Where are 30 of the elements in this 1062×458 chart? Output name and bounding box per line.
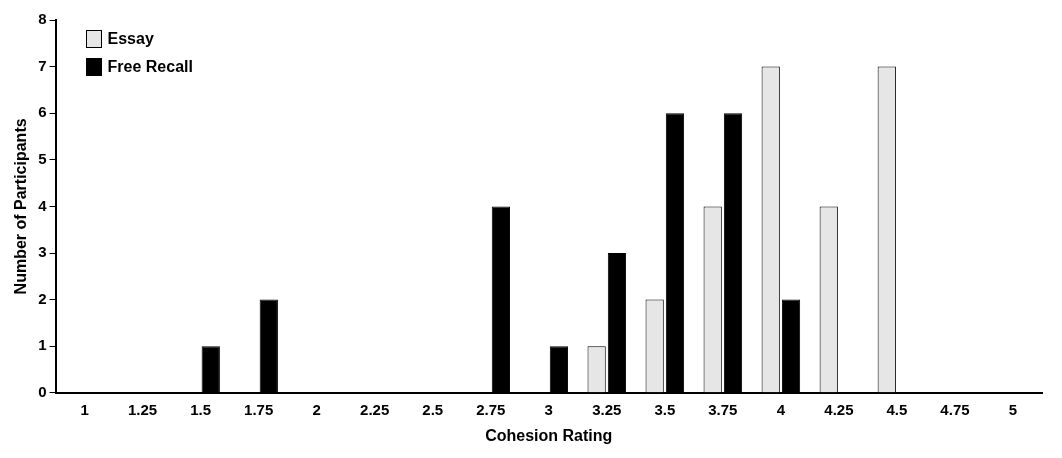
y-tick-label: 2 <box>38 289 47 307</box>
x-tick-label: 2.25 <box>360 400 390 418</box>
x-tick-label: 3.5 <box>654 400 676 418</box>
legend-label: Essay <box>107 30 154 48</box>
x-tick-label: 5 <box>1008 400 1018 418</box>
x-tick-label: 1 <box>80 400 89 418</box>
y-tick-label: 8 <box>38 10 47 28</box>
x-tick-label: 1.75 <box>244 400 274 418</box>
x-tick-label: 4.25 <box>824 400 854 418</box>
y-tick-label: 3 <box>38 243 47 261</box>
x-tick-label: 1.5 <box>190 400 212 418</box>
y-tick-label: 6 <box>38 103 47 121</box>
y-tick-label: 7 <box>38 56 47 74</box>
x-tick-label: 4 <box>776 400 786 418</box>
y-axis-title: Number of Participants <box>12 118 30 295</box>
y-tick-label: 4 <box>38 196 48 214</box>
x-tick-label: 2.75 <box>476 400 506 418</box>
x-tick-label: 4.75 <box>940 400 970 418</box>
x-tick-label: 2.5 <box>422 400 444 418</box>
x-tick-label: 1.25 <box>127 400 158 418</box>
x-axis-title: Cohesion Rating <box>485 426 613 444</box>
y-tick-label: 1 <box>38 336 47 354</box>
x-tick-label: 4.5 <box>886 400 908 418</box>
x-tick-label: 2 <box>312 400 321 418</box>
x-tick-label: 3.25 <box>592 400 622 418</box>
x-tick-label: 3 <box>544 400 553 418</box>
y-tick-label: 5 <box>38 149 47 167</box>
y-tick-label: 0 <box>38 382 47 400</box>
legend-label: Free Recall <box>107 58 193 76</box>
x-tick-label: 3.75 <box>708 400 738 418</box>
